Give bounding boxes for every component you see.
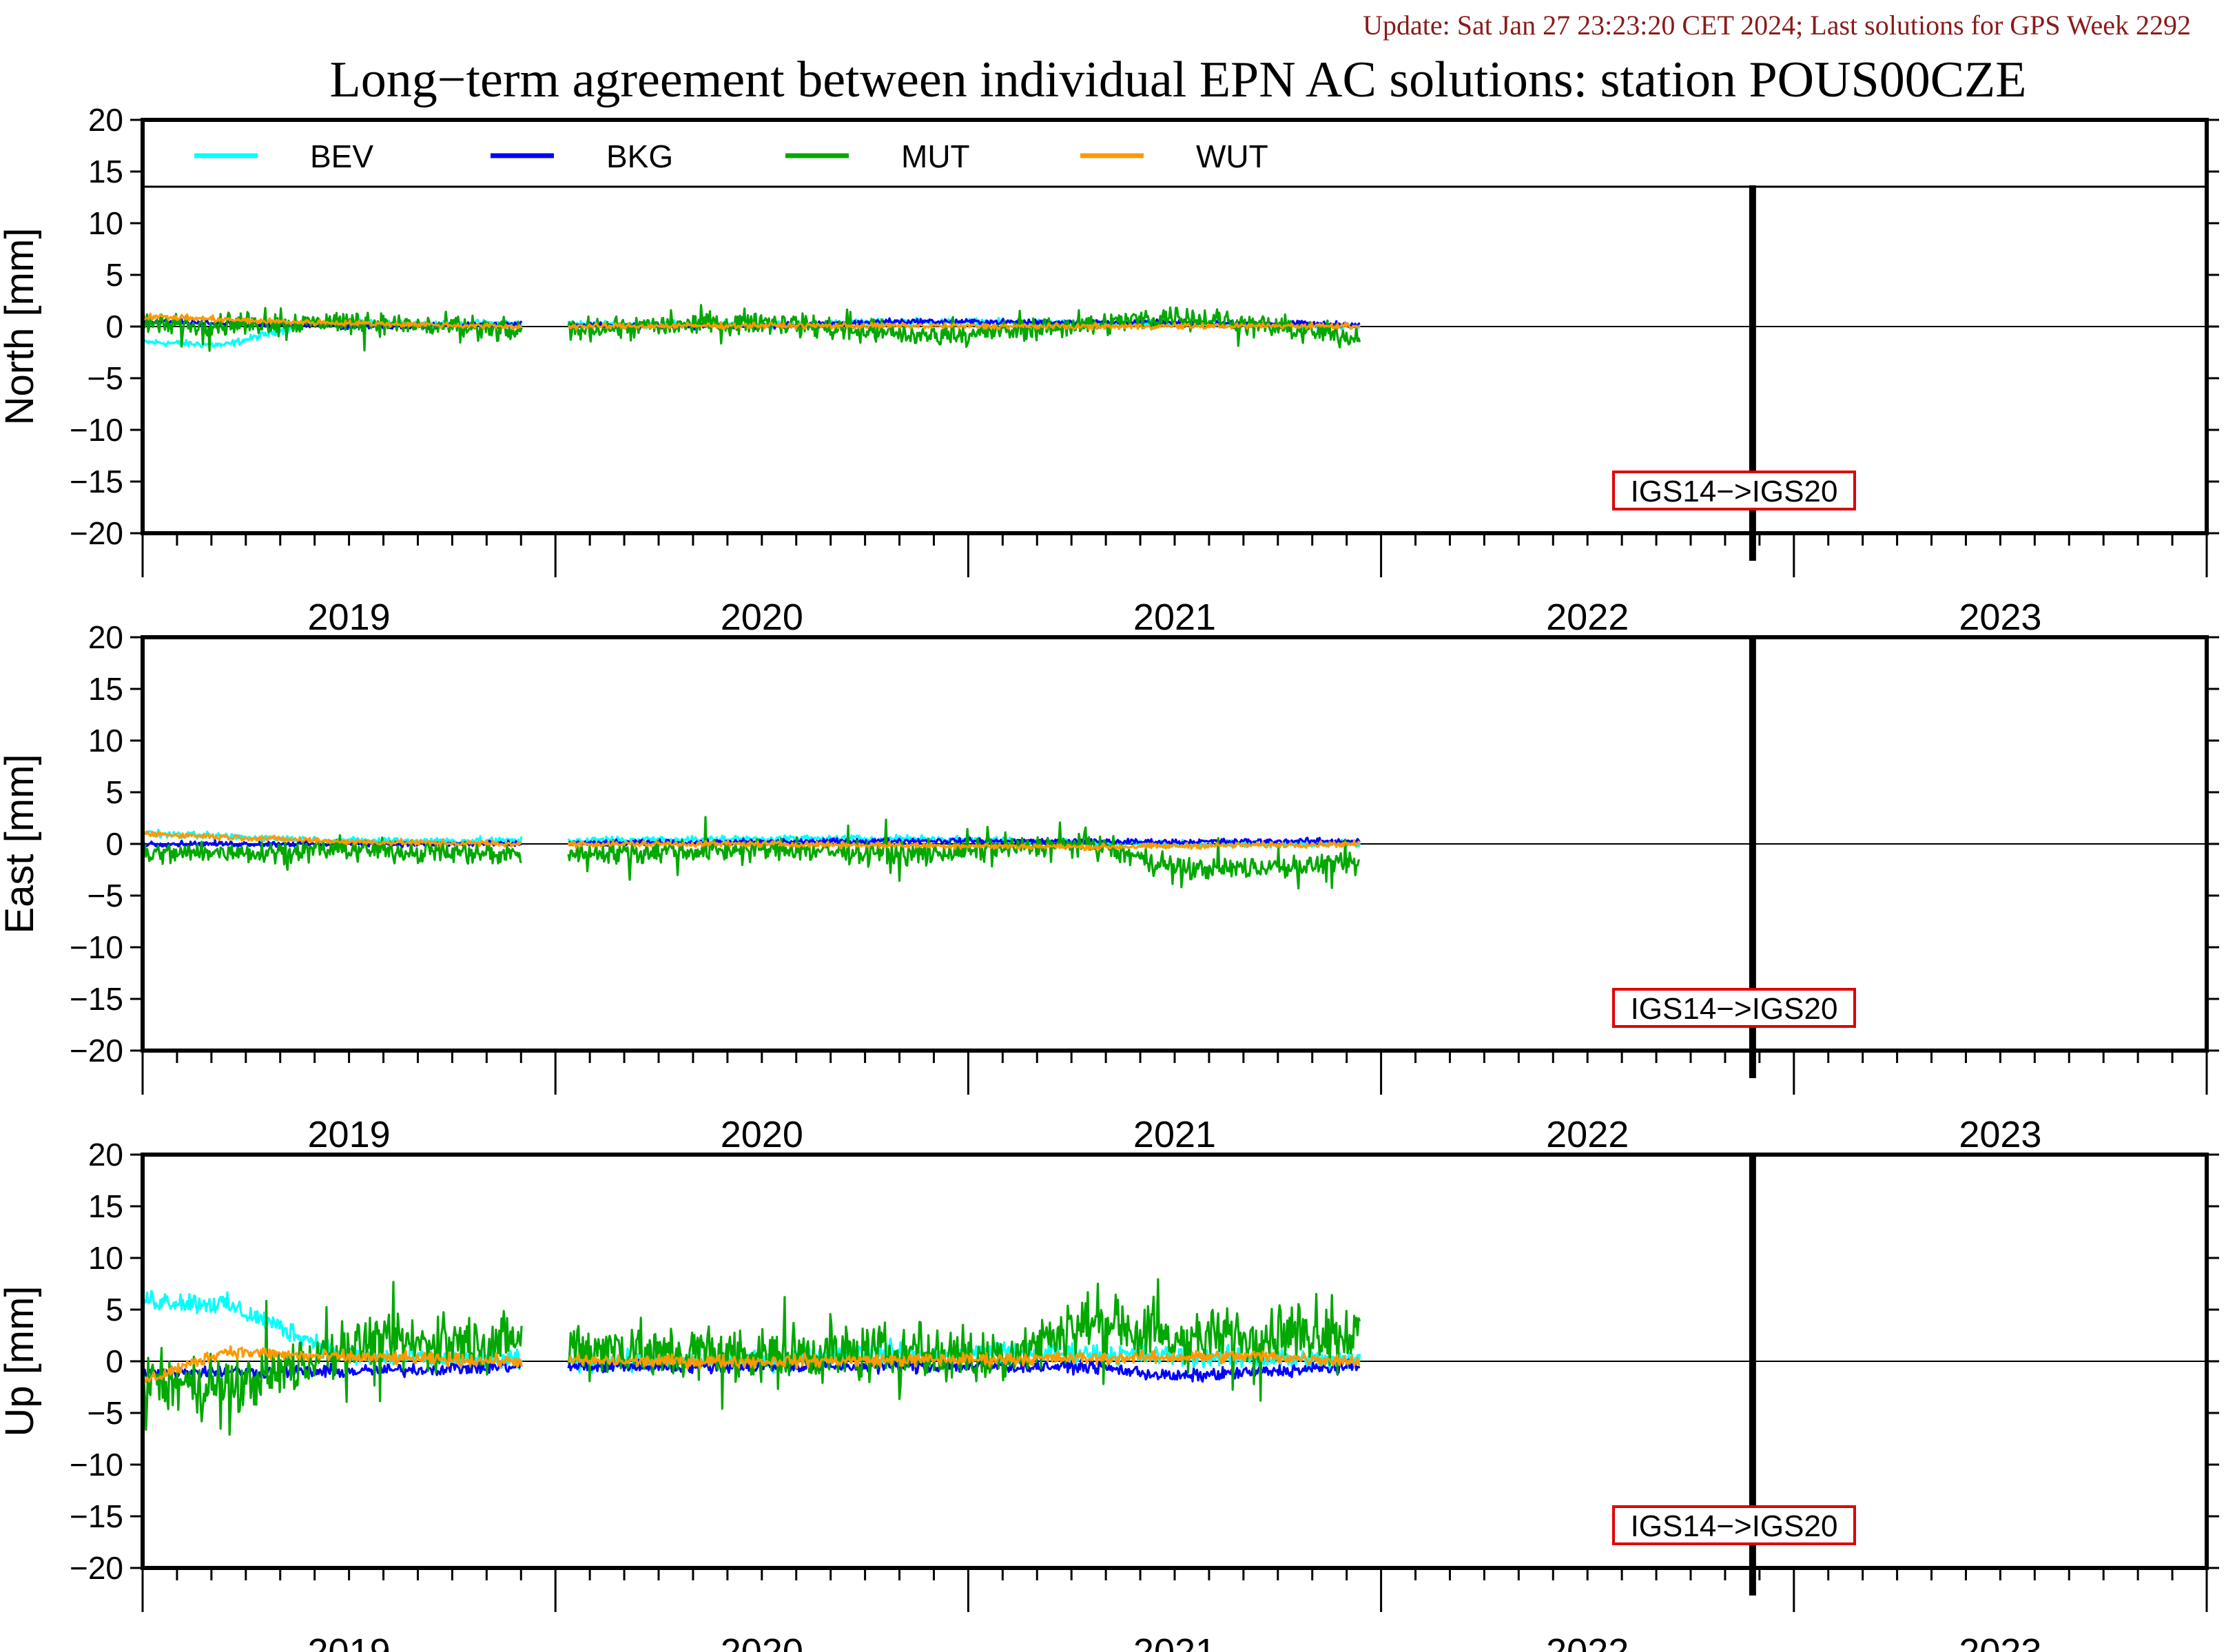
x-year-label: 2019: [308, 597, 391, 638]
update-timestamp: Update: Sat Jan 27 23:23:20 CET 2024; La…: [1363, 10, 2191, 41]
y-axis: 20 15 10 5 0 −5 −10 −15 −20 East [mm]: [0, 619, 2219, 1068]
series-wut-line: [143, 1345, 1361, 1385]
y-tick-label: 20: [88, 1137, 123, 1173]
x-year-label: 2023: [1959, 597, 2041, 638]
y-tick-label: −15: [70, 464, 123, 499]
x-year-label: 2021: [1133, 1114, 1216, 1155]
x-year-label: 2019: [308, 1114, 391, 1155]
panels-group: IGS14−>IGS20 BEV BKG MUT WUT 20 15 10 5 0 −5 −10 −15…: [0, 102, 2219, 1652]
y-axis: 20 15 10 5 0 −5 −10 −15 −20 Up [mm]: [0, 1137, 2219, 1586]
frame-change-annotation: IGS14−>IGS20: [1612, 1505, 1856, 1545]
frame-change-annotation: IGS14−>IGS20: [1612, 988, 1856, 1028]
x-year-label: 2022: [1546, 597, 1629, 638]
y-tick-label: −15: [70, 1498, 123, 1534]
x-year-label: 2020: [721, 597, 803, 638]
legend-item-mut: MUT: [785, 138, 970, 174]
annotation-box: [1612, 1505, 1856, 1545]
x-year-label: 2020: [721, 1114, 803, 1155]
annotation-label: IGS14−>IGS20: [1631, 475, 1838, 508]
y-axis-label: North [mm]: [0, 228, 42, 426]
y-tick-label: 5: [105, 1292, 123, 1328]
y-tick-label: −10: [70, 412, 123, 448]
frame-change-annotation: IGS14−>IGS20: [1612, 471, 1856, 510]
annotation-box: [1612, 471, 1856, 510]
legend-label: MUT: [901, 138, 970, 174]
legend-label: BKG: [606, 138, 673, 174]
annotation-box: [1612, 988, 1856, 1028]
legend-item-wut: WUT: [1080, 138, 1268, 174]
y-tick-label: −10: [70, 1447, 123, 1483]
y-tick-label: 5: [105, 257, 123, 293]
y-axis-label: Up [mm]: [0, 1286, 42, 1436]
y-tick-label: −10: [70, 929, 123, 965]
y-tick-label: −5: [87, 1395, 123, 1431]
y-tick-label: 0: [105, 1343, 123, 1379]
x-axis: 2019 2020 2021 2022 2023: [141, 1051, 2208, 1155]
legend-label: BEV: [310, 138, 373, 174]
x-year-label: 2022: [1546, 1114, 1629, 1155]
x-year-label: 2019: [308, 1631, 391, 1652]
y-tick-label: 10: [88, 205, 123, 241]
x-year-label: 2021: [1133, 1631, 1216, 1652]
y-tick-label: 20: [88, 102, 123, 138]
legend-item-bkg: BKG: [491, 138, 673, 174]
y-axis: 20 15 10 5 0 −5 −10 −15 −20 North [mm]: [0, 102, 2219, 551]
y-tick-label: −20: [70, 1550, 123, 1586]
y-tick-label: 10: [88, 1240, 123, 1276]
y-tick-label: −15: [70, 981, 123, 1017]
chart-title: Long−term agreement between individual E…: [330, 52, 2027, 108]
legend-item-bev: BEV: [194, 138, 373, 174]
annotation-label: IGS14−>IGS20: [1631, 992, 1838, 1026]
legend-label: WUT: [1196, 138, 1268, 174]
x-year-label: 2021: [1133, 597, 1216, 638]
y-tick-label: 15: [88, 671, 123, 707]
panel-east: IGS14−>IGS20 20 15 10 5 0 −5 −10 −15 −20 East [mm]…: [0, 619, 2219, 1155]
x-axis: 2019 2020 2021 2022 2023: [141, 533, 2208, 638]
y-tick-label: 0: [105, 309, 123, 344]
series-wut-line: [143, 312, 1361, 331]
y-tick-label: 10: [88, 723, 123, 758]
y-tick-label: 20: [88, 619, 123, 655]
y-tick-label: 5: [105, 774, 123, 810]
y-axis-label: East [mm]: [0, 754, 42, 933]
y-tick-label: 15: [88, 1188, 123, 1224]
y-tick-label: −20: [70, 1033, 123, 1068]
panel-north: IGS14−>IGS20 BEV BKG MUT WUT 20 15 10 5 0 −5 −10 −15…: [0, 102, 2219, 638]
x-year-label: 2020: [721, 1631, 803, 1652]
series-mut-line: [143, 1278, 1361, 1436]
x-year-label: 2023: [1959, 1631, 2041, 1652]
y-tick-label: −5: [87, 878, 123, 913]
y-tick-label: 0: [105, 826, 123, 862]
annotation-label: IGS14−>IGS20: [1631, 1509, 1838, 1543]
x-year-label: 2023: [1959, 1114, 2041, 1155]
x-year-label: 2022: [1546, 1631, 1629, 1652]
y-tick-label: 15: [88, 154, 123, 189]
x-axis: 2019 2020 2021 2022 2023: [141, 1568, 2208, 1652]
legend: BEV BKG MUT WUT: [143, 138, 2207, 188]
series-wut-line: [143, 830, 1361, 851]
y-tick-label: −20: [70, 515, 123, 551]
y-tick-label: −5: [87, 360, 123, 396]
series-mut-line: [143, 816, 1360, 890]
